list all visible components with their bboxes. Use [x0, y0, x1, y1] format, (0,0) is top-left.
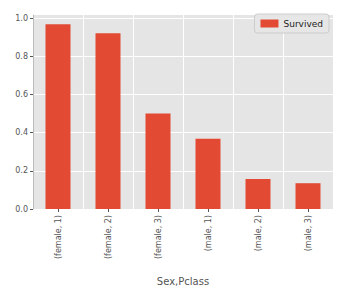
svg-text:0.0: 0.0: [15, 205, 28, 214]
svg-text:Survived: Survived: [283, 19, 323, 29]
svg-text:(female, 1): (female, 1): [54, 215, 63, 259]
svg-text:(male, 2): (male, 2): [254, 215, 263, 251]
svg-text:Sex,Pclass: Sex,Pclass: [157, 276, 209, 287]
svg-text:0.6: 0.6: [15, 90, 28, 99]
svg-text:0.4: 0.4: [15, 128, 28, 137]
svg-text:(male, 1): (male, 1): [204, 215, 213, 251]
svg-text:0.8: 0.8: [15, 52, 28, 61]
svg-text:1.0: 1.0: [15, 14, 28, 23]
svg-text:0.2: 0.2: [15, 166, 28, 175]
svg-text:(male, 3): (male, 3): [304, 215, 313, 251]
svg-text:(female, 3): (female, 3): [154, 215, 163, 259]
svg-text:(female, 2): (female, 2): [104, 215, 113, 259]
